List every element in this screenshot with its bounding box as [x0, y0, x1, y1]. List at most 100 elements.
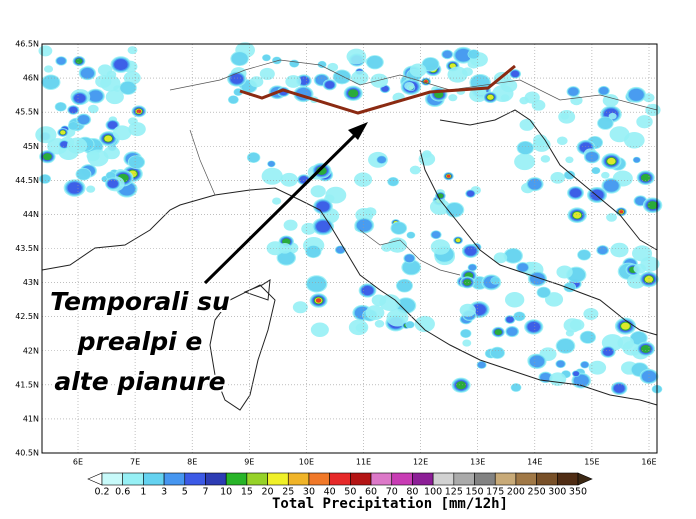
precip-cell	[565, 156, 574, 164]
precip-cell	[550, 172, 565, 184]
precip-cell	[459, 303, 476, 317]
precip-cell	[325, 81, 335, 89]
precip-cell	[127, 46, 138, 55]
precip-cell	[460, 329, 471, 338]
precip-cell	[387, 177, 399, 186]
precip-cell	[573, 374, 589, 387]
precip-cell	[42, 75, 60, 90]
colorbar-box	[246, 472, 268, 486]
precip-cell	[619, 210, 624, 214]
lat-label: 44.5N	[15, 176, 39, 185]
precip-cell	[466, 190, 475, 197]
precip-cell	[247, 152, 260, 163]
precip-cell	[506, 327, 518, 336]
precip-cell	[38, 45, 53, 57]
lat-label: 41.5N	[15, 380, 39, 389]
precip-cell	[617, 336, 634, 350]
precip-cell	[580, 331, 596, 344]
annotation-line: prealpi e	[77, 327, 203, 356]
precip-cell	[563, 318, 582, 333]
precip-cell	[60, 141, 69, 148]
precip-cell	[469, 87, 488, 103]
lon-label: 14E	[527, 458, 542, 467]
precip-cell	[55, 102, 67, 112]
precip-cell	[88, 90, 103, 102]
colorbar-label: 350	[569, 487, 587, 498]
precip-cell	[577, 249, 591, 260]
precip-cell	[42, 153, 52, 161]
precip-cell	[335, 246, 345, 254]
precip-cell	[599, 86, 609, 95]
precip-cell	[371, 294, 387, 307]
lon-label: 16E	[641, 458, 656, 467]
lat-label: 41N	[23, 414, 39, 423]
precip-cell	[107, 179, 119, 188]
precip-cell	[564, 170, 575, 180]
precip-cell	[261, 167, 283, 185]
lon-label: 13E	[470, 458, 485, 467]
precip-cell	[504, 248, 522, 263]
precip-cell	[327, 62, 339, 72]
precip-cell	[613, 384, 625, 393]
colorbar-label: 5	[182, 487, 188, 498]
precip-cell	[409, 165, 421, 175]
precip-cell	[533, 134, 548, 146]
precip-cell	[635, 196, 646, 206]
colorbar: 0.2 0.6 1 3 5 7 10 15 20 25 30 40 50 60 70 80 100 125 150 1…	[87, 472, 593, 498]
lat-label: 46.5N	[15, 40, 39, 49]
precip-cell	[448, 94, 458, 102]
precip-cell	[348, 89, 359, 98]
colorbar-box	[557, 472, 579, 486]
colorbar-box	[101, 472, 123, 486]
precip-cell	[422, 57, 439, 71]
precip-cell	[531, 99, 546, 111]
precip-cell	[446, 202, 464, 217]
precip-cell	[544, 292, 564, 307]
precip-cell	[455, 381, 467, 390]
precip-cell	[487, 94, 494, 100]
lat-label: 44N	[23, 210, 39, 219]
precip-cell	[346, 48, 367, 65]
precip-cell	[356, 219, 372, 232]
precip-cell	[387, 237, 407, 253]
precip-cell	[455, 238, 461, 243]
precip-cell	[462, 339, 472, 347]
precip-cell	[80, 67, 95, 79]
precip-cell	[467, 58, 480, 69]
precip-cell	[103, 146, 120, 160]
precip-cell	[556, 338, 575, 353]
precip-cell	[128, 156, 145, 169]
annotation-line: alte pianure	[54, 367, 225, 396]
precip-cell	[404, 81, 415, 91]
colorbar-box	[474, 472, 496, 486]
precip-cell	[86, 150, 100, 162]
colorbar-label: 100	[424, 487, 442, 498]
colorbar-label: 3	[161, 487, 167, 498]
lat-label: 42.5N	[15, 312, 39, 321]
precip-cell	[513, 311, 525, 321]
precip-cell	[56, 57, 66, 65]
precip-cell	[506, 316, 514, 323]
colorbar-label: 0.2	[94, 487, 109, 498]
precip-cell	[306, 276, 327, 292]
precip-cell	[529, 355, 545, 368]
precip-cell	[446, 174, 451, 178]
colorbar-label: 60	[365, 487, 377, 498]
colorbar-box	[225, 472, 248, 486]
precip-cell	[602, 94, 619, 107]
precip-cell	[249, 76, 264, 88]
precip-cell	[517, 141, 534, 155]
lon-label: 8E	[187, 458, 197, 467]
precip-cell	[430, 239, 451, 255]
precip-cell	[68, 121, 79, 130]
precip-cell	[636, 115, 653, 129]
precip-cell	[490, 347, 505, 359]
graticule	[42, 44, 657, 453]
annotation-line: Temporali su	[50, 287, 230, 316]
precip-cell	[391, 222, 407, 234]
coastlines	[41, 109, 658, 411]
precip-cell	[310, 185, 326, 198]
precip-cell	[67, 182, 82, 194]
precip-cell	[107, 121, 118, 129]
precip-cell	[568, 87, 579, 96]
